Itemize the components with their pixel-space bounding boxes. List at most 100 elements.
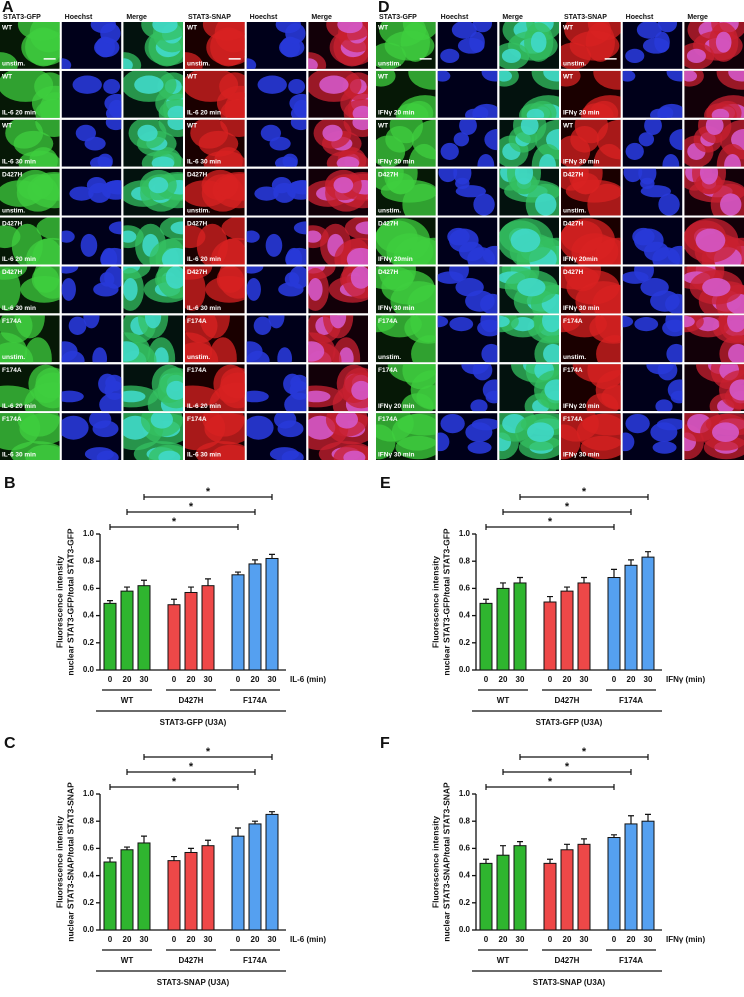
bar bbox=[201, 585, 215, 671]
panel-letter: B bbox=[4, 475, 16, 492]
cell-image bbox=[308, 119, 369, 167]
bar bbox=[201, 845, 215, 931]
nucleus bbox=[622, 315, 634, 328]
cell-image bbox=[246, 70, 307, 118]
nucleus bbox=[265, 233, 283, 257]
x-tick-label: 20 bbox=[499, 935, 508, 944]
significance-bracket bbox=[485, 524, 615, 530]
nucleus bbox=[92, 347, 108, 363]
nucleus bbox=[535, 193, 557, 216]
cell-image bbox=[308, 315, 368, 363]
condition-label: unstim. bbox=[2, 207, 25, 214]
condition-label: IL-6 20 min bbox=[2, 109, 36, 116]
bar bbox=[641, 556, 655, 671]
error-bar bbox=[547, 858, 553, 864]
cell-image: WT IL-6 20 min bbox=[0, 70, 60, 118]
nucleus bbox=[477, 153, 495, 167]
bar bbox=[577, 582, 591, 671]
nucleus bbox=[319, 75, 349, 94]
bar bbox=[496, 854, 510, 931]
condition-label: unstim. bbox=[187, 61, 210, 68]
nucleus bbox=[61, 390, 84, 403]
nucleus bbox=[351, 380, 369, 400]
error-bar bbox=[205, 578, 211, 586]
significance-label: * bbox=[548, 776, 553, 788]
nucleus bbox=[289, 380, 307, 400]
significance-bracket bbox=[519, 754, 649, 760]
significance-label: * bbox=[172, 776, 177, 788]
nucleus bbox=[289, 180, 307, 195]
error-bar bbox=[124, 846, 130, 850]
nucleus bbox=[480, 315, 498, 333]
nucleus bbox=[729, 379, 744, 401]
y-axis-label: Fluorescence intensity bbox=[430, 556, 440, 648]
nucleus bbox=[308, 230, 322, 243]
cell-image: F174A IL-6 20 min bbox=[0, 364, 60, 412]
cell-image: D427H IL-6 30 min bbox=[185, 266, 245, 314]
nucleus bbox=[470, 399, 488, 412]
cell-image bbox=[123, 22, 184, 69]
significance-label: * bbox=[548, 516, 553, 528]
nucleus bbox=[90, 22, 116, 34]
column-header: STAT3-SNAP bbox=[564, 14, 607, 21]
footer-label: STAT3-SNAP (U3A) bbox=[533, 978, 606, 987]
nucleus bbox=[517, 278, 546, 297]
nucleus bbox=[75, 124, 96, 142]
error-bar bbox=[645, 813, 651, 822]
y-tick-label: 0.4 bbox=[459, 871, 471, 880]
nucleus bbox=[720, 193, 742, 216]
cell-image bbox=[622, 119, 683, 167]
nucleus bbox=[652, 441, 677, 454]
x-tick-label: 0 bbox=[548, 935, 553, 944]
y-tick-label: 0.0 bbox=[83, 665, 95, 674]
bar bbox=[184, 851, 198, 931]
cell bbox=[185, 70, 239, 102]
condition-label: IL-6 30 min bbox=[2, 158, 36, 165]
nucleus bbox=[724, 153, 741, 167]
nucleus bbox=[657, 22, 678, 33]
nucleus bbox=[530, 31, 547, 53]
cell bbox=[18, 150, 60, 167]
condition-label: IFNγ 20 min bbox=[378, 109, 415, 116]
cell-image: F174A IFNγ 30 min bbox=[376, 413, 436, 460]
condition-label: IL-6 30 min bbox=[187, 305, 221, 312]
x-tick-label: 30 bbox=[580, 935, 589, 944]
x-tick-label: 30 bbox=[268, 935, 277, 944]
nucleus bbox=[451, 22, 477, 39]
bar bbox=[543, 601, 557, 671]
column-header: STAT3-GFP bbox=[379, 14, 417, 21]
nucleus bbox=[665, 315, 683, 333]
cell bbox=[25, 444, 60, 461]
cell bbox=[202, 22, 245, 41]
significance-bracket bbox=[519, 494, 649, 500]
nucleus bbox=[473, 193, 495, 216]
bar bbox=[103, 861, 117, 931]
variant-label: F174A bbox=[378, 318, 398, 325]
condition-label: IL-6 20 min bbox=[187, 403, 221, 410]
bar bbox=[137, 585, 151, 671]
cell bbox=[211, 237, 245, 265]
nucleus bbox=[539, 153, 556, 167]
cell-image bbox=[308, 266, 369, 314]
nucleus bbox=[104, 266, 122, 289]
nucleus bbox=[686, 48, 706, 64]
nucleus bbox=[510, 228, 541, 253]
cell-image bbox=[622, 364, 683, 412]
panel-letter: E bbox=[380, 475, 391, 492]
nucleus bbox=[728, 70, 744, 82]
cell bbox=[402, 183, 436, 216]
bar bbox=[479, 602, 493, 671]
condition-label: IL-6 30 min bbox=[2, 452, 36, 459]
nucleus bbox=[543, 70, 560, 82]
bar bbox=[231, 835, 245, 931]
y-tick-label: 0.8 bbox=[459, 816, 471, 825]
cell-image: WT unstim. bbox=[0, 22, 60, 69]
group-label: WT bbox=[497, 956, 510, 965]
variant-label: F174A bbox=[563, 416, 583, 423]
x-tick-label: 0 bbox=[236, 935, 241, 944]
nucleus bbox=[246, 266, 264, 274]
nucleus bbox=[665, 293, 683, 314]
panel-letter: D bbox=[378, 0, 390, 16]
x-tick-label: 0 bbox=[548, 675, 553, 684]
nucleus bbox=[543, 343, 560, 363]
